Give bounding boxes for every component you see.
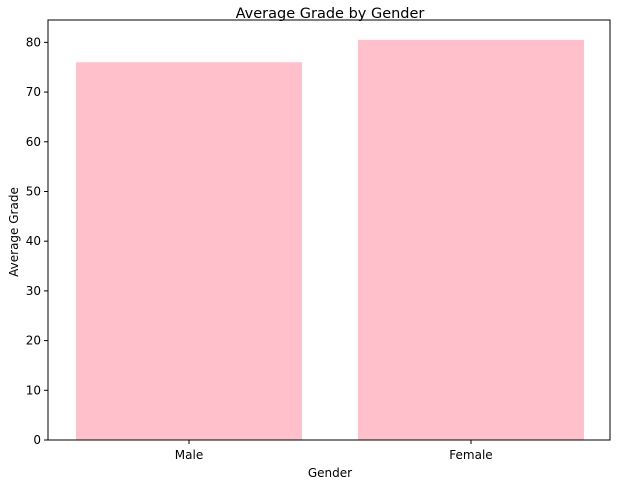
bar-female <box>358 39 584 441</box>
y-tick-label: 60 <box>26 135 41 149</box>
y-tick-label: 30 <box>26 284 41 298</box>
plot-frame <box>47 19 611 441</box>
x-tick-label: Male <box>175 448 203 462</box>
y-tick-label: 20 <box>26 334 41 348</box>
y-tick-label: 50 <box>26 184 41 198</box>
chart-title: Average Grade by Gender <box>236 6 425 22</box>
y-axis-ticks: 0 10 20 30 40 50 60 70 80 <box>26 35 48 447</box>
x-tick-label: Female <box>449 448 492 462</box>
y-tick-label: 0 <box>33 433 41 447</box>
x-axis-label: Gender <box>308 466 352 480</box>
bar-male <box>76 62 302 440</box>
bars-layer <box>76 39 584 441</box>
y-tick-label: 70 <box>26 85 41 99</box>
x-axis-ticks: Male Female <box>175 440 493 462</box>
y-axis-label: Average Grade <box>7 187 21 277</box>
y-tick-label: 40 <box>26 234 41 248</box>
y-tick-label: 10 <box>26 383 41 397</box>
y-tick-label: 80 <box>26 35 41 49</box>
